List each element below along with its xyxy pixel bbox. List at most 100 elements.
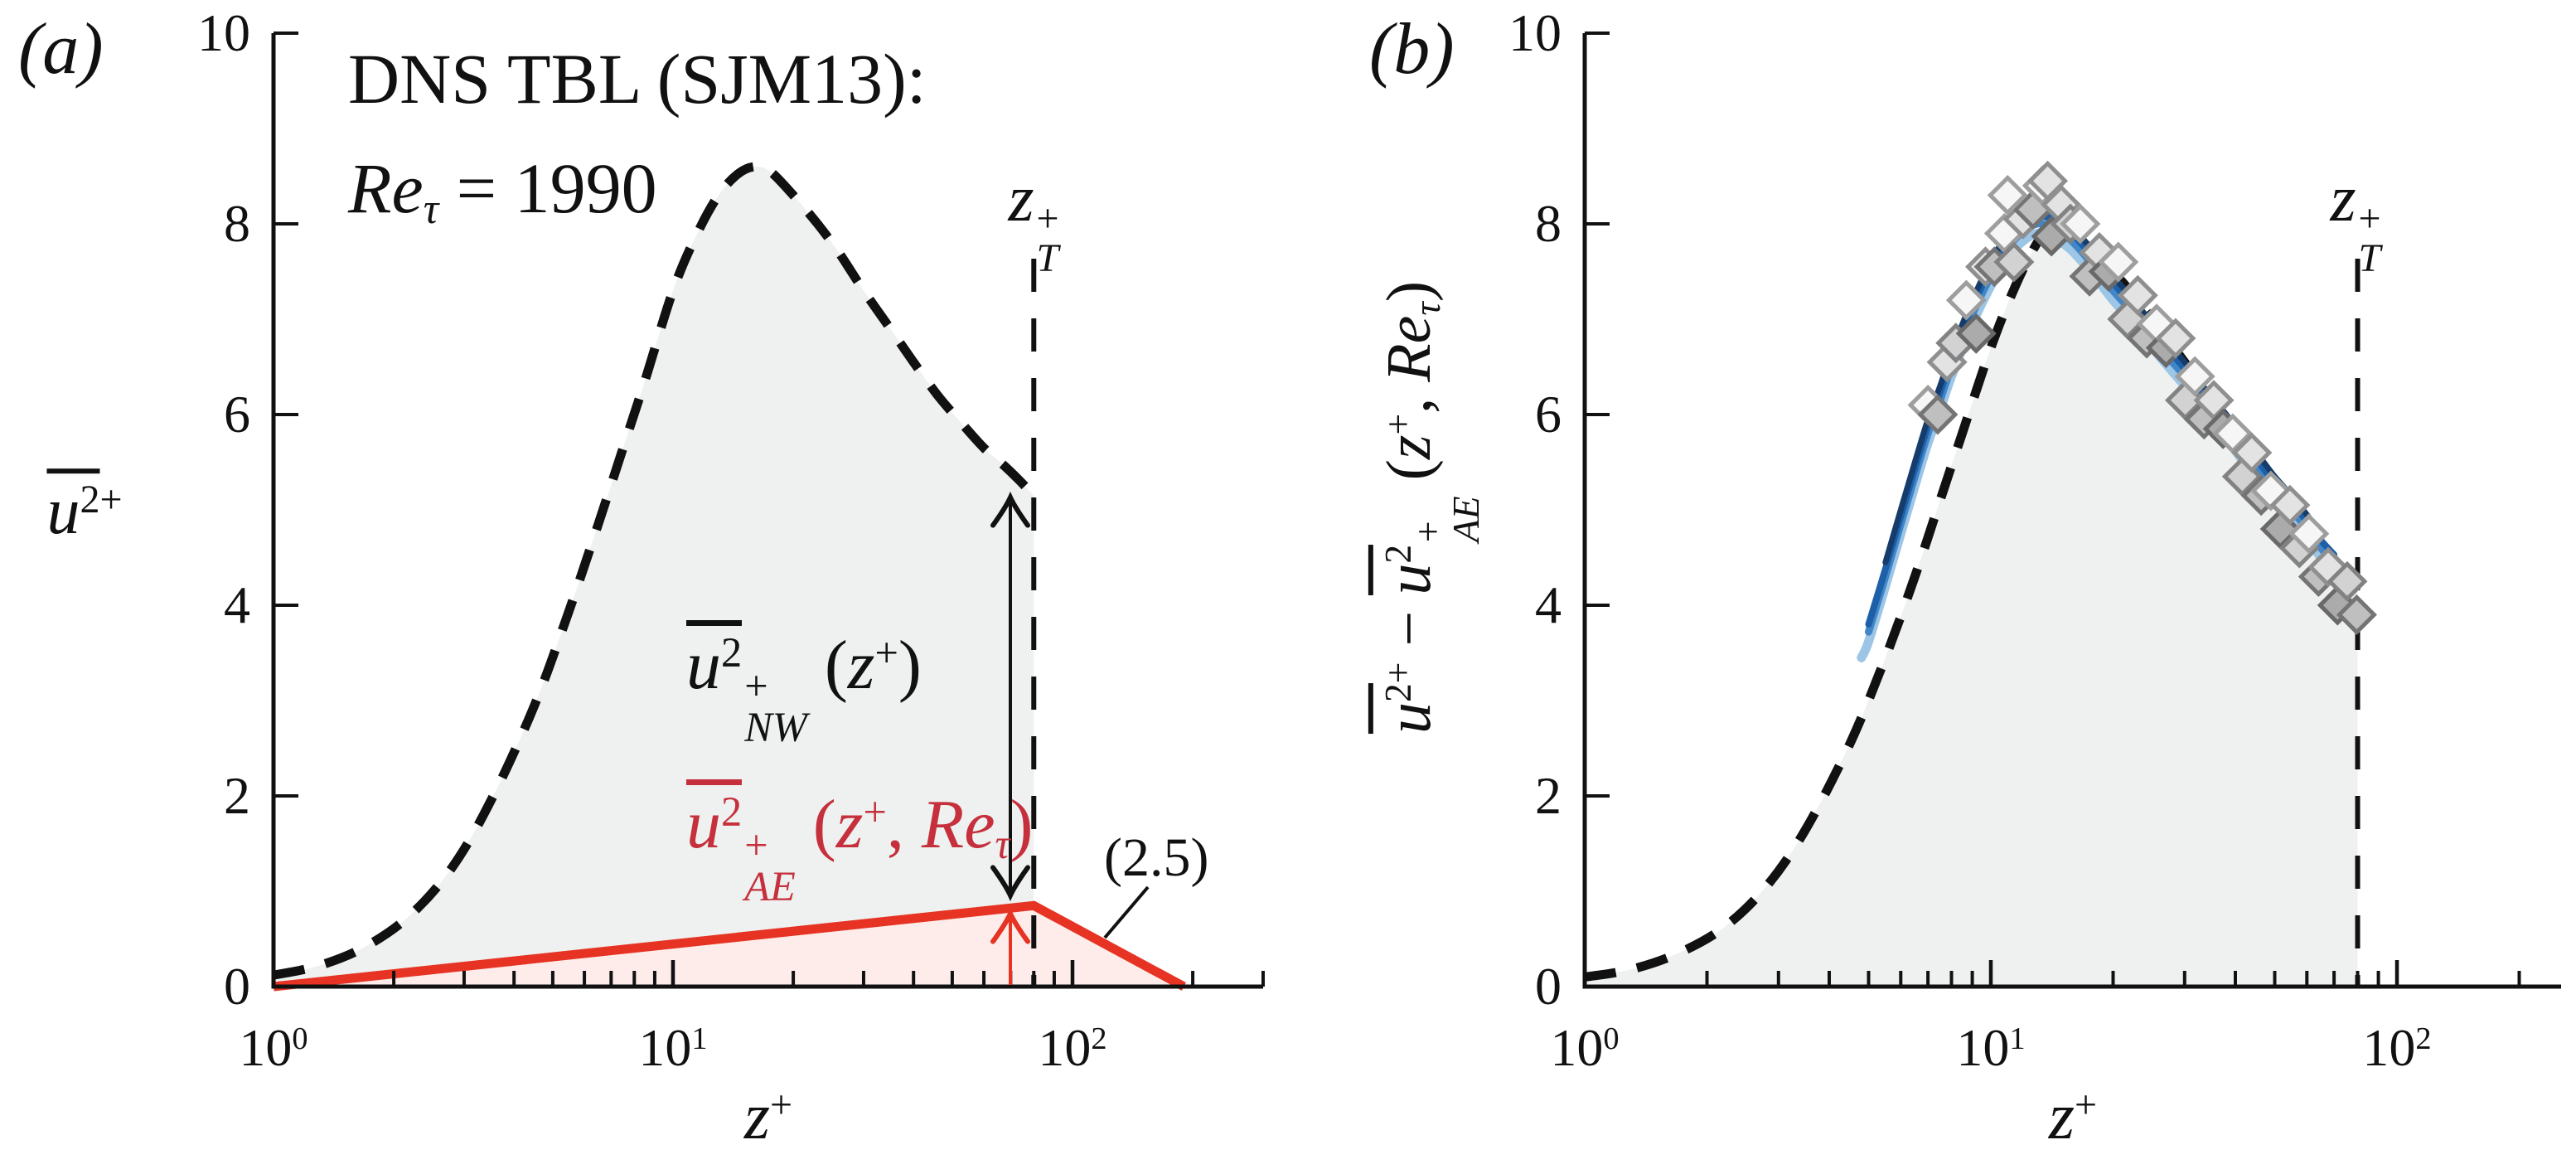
math-token: + <box>1376 413 1419 435</box>
math-token: (2.5) <box>1104 827 1209 888</box>
math-token: 10 <box>1956 1018 2010 1077</box>
x-axis-label-a: z+ <box>744 1082 792 1152</box>
y-tick-label-0-b: 0 <box>1535 960 1562 1013</box>
supsub-stack: + T <box>1036 199 1058 279</box>
math-token: 8 <box>1535 194 1562 253</box>
supsub-stack: + NW <box>744 665 807 749</box>
math-token: 2 <box>1376 683 1419 703</box>
math-token: 2 <box>80 477 100 521</box>
math-token: 2 <box>721 628 743 676</box>
math-token: τ <box>1406 302 1449 316</box>
math-token: τ <box>423 186 439 234</box>
nw-extent-arrow-head-up <box>990 491 1030 528</box>
math-token: 0 <box>1535 957 1562 1016</box>
math-token: Re <box>1374 315 1445 382</box>
math-token: 1 <box>691 1021 708 1057</box>
data-diamond-b <box>2174 356 2215 397</box>
ae-extent-arrow-head-up <box>990 907 1030 944</box>
math-token: 10 <box>197 3 250 62</box>
math-token: z <box>2330 162 2356 235</box>
math-token: 10 <box>2362 1018 2416 1077</box>
overbar-group: u2 <box>686 620 743 701</box>
equation-ref-label: (2.5) <box>1104 829 1208 886</box>
math-token: z <box>835 785 864 863</box>
math-token: (a) <box>18 9 104 90</box>
math-token: 2 <box>224 766 250 825</box>
math-token: 4 <box>224 575 250 634</box>
math-token: 0 <box>224 957 250 1016</box>
math-token: u <box>46 474 80 548</box>
math-token: 2 <box>721 788 743 835</box>
data-diamond-b <box>2231 432 2273 473</box>
stack-sub: AE <box>744 863 796 910</box>
math-token: 8 <box>224 194 250 253</box>
data-diamond-b <box>1917 394 1959 435</box>
math-token: + <box>2075 1083 2098 1128</box>
data-diamond-b <box>2098 241 2139 283</box>
stack-sup: + <box>2358 196 2381 241</box>
stack-sub: T <box>2358 236 2381 281</box>
data-diamond-b <box>2269 484 2311 526</box>
data-diamond-b <box>2327 560 2368 602</box>
math-token: + <box>863 788 887 835</box>
math-token: + <box>770 1083 793 1128</box>
y-tick-label-8-a: 8 <box>224 197 250 250</box>
math-token: − <box>1374 594 1445 662</box>
data-diamond-b <box>2117 274 2158 316</box>
y-tick-label-8-b: 8 <box>1535 197 1562 250</box>
data-diamond-b <box>1993 241 2035 283</box>
x-tick-label-10e1-b: 101 <box>1956 1021 2025 1074</box>
dns-title-line1: DNS TBL (SJM13): <box>348 41 927 116</box>
math-token: 10 <box>1550 1018 1604 1077</box>
math-token: ( <box>806 626 848 704</box>
data-diamond-b <box>2155 318 2196 359</box>
math-token: z <box>2048 1080 2075 1153</box>
x-tick-label-10e2-b: 102 <box>2362 1021 2431 1074</box>
nw-extent-arrow-head-down <box>990 865 1030 902</box>
y-tick-label-6-a: 6 <box>224 388 250 441</box>
overbar-group: u2 <box>1368 683 1445 735</box>
y-tick-label-6-b: 6 <box>1535 388 1562 441</box>
stack-sup: + <box>1406 521 1449 543</box>
x-tick-label-10e0-b: 100 <box>1550 1021 1619 1074</box>
nw-term-label: u2 + NW (z+) <box>686 620 922 749</box>
fill-dns-total-profile-a <box>274 166 1034 987</box>
math-token: ) <box>1010 785 1034 863</box>
math-token: u <box>686 785 721 863</box>
supsub-stack: + AE <box>744 824 796 908</box>
math-token: ) <box>898 626 922 704</box>
overbar-group: u2 <box>686 779 743 863</box>
dns-title-line2: Reτ = 1990 <box>348 148 657 232</box>
math-token: Re <box>921 785 995 863</box>
math-token: = 1990 <box>438 148 657 228</box>
math-token: u <box>1374 702 1445 735</box>
math-token: ) <box>1374 280 1445 303</box>
stack-sup: + <box>744 821 768 868</box>
math-token: u <box>1374 563 1445 595</box>
panel-tag-b: (b) <box>1369 11 1455 88</box>
y-tick-label-2-b: 2 <box>1535 769 1562 822</box>
supsub-stack: + AE <box>1406 496 1487 543</box>
math-token: 4 <box>1535 575 1562 634</box>
data-diamond-b <box>1987 174 2028 216</box>
data-diamond-b <box>2336 594 2377 636</box>
x-tick-label-10e1-a: 101 <box>638 1021 707 1074</box>
overbar-group: u2 <box>46 468 100 548</box>
math-token: + <box>874 628 898 676</box>
math-token: 1 <box>2009 1021 2026 1057</box>
math-token: z <box>1008 162 1034 235</box>
math-token: , <box>886 785 922 863</box>
data-diamond-b <box>2193 380 2235 421</box>
math-token: , <box>1374 381 1445 414</box>
x-axis-label-b: z+ <box>2049 1082 2097 1152</box>
math-token: z <box>1374 434 1445 460</box>
ae-term-label: u2 + AE (z+, Reτ) <box>686 779 1034 908</box>
y-tick-label-2-a: 2 <box>224 769 250 822</box>
stack-sub: AE <box>1444 496 1487 543</box>
math-token: 6 <box>1535 385 1562 444</box>
equation-ref-leader-a <box>1103 885 1150 939</box>
math-token: 6 <box>224 385 250 444</box>
math-token: 2 <box>1535 766 1562 825</box>
y-axis-label-b: u2+ − u2 + AE (z+, Reτ) <box>1368 280 1487 735</box>
